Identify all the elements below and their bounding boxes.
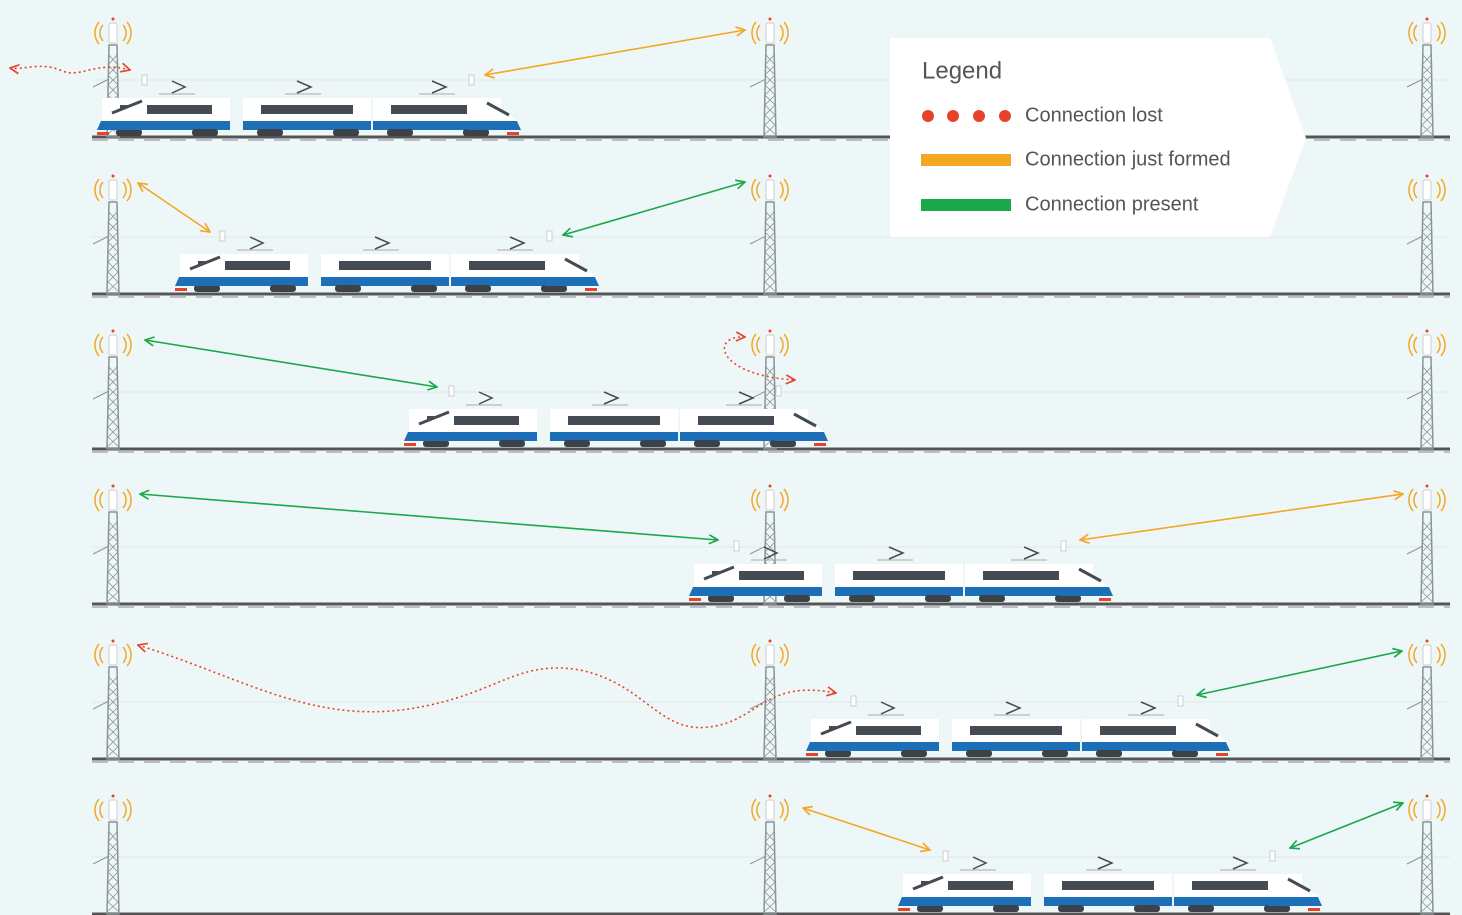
legend-label: Connection just formed [1025,148,1231,170]
legend-label: Connection lost [1025,104,1163,126]
diagram: Legend Connection lost Connection just f… [0,0,1462,915]
legend-title: Legend [922,57,1002,84]
legend: Legend Connection lost Connection just f… [890,38,1306,237]
legend-label: Connection present [1025,193,1199,215]
page: Legend Connection lost Connection just f… [0,0,1462,915]
